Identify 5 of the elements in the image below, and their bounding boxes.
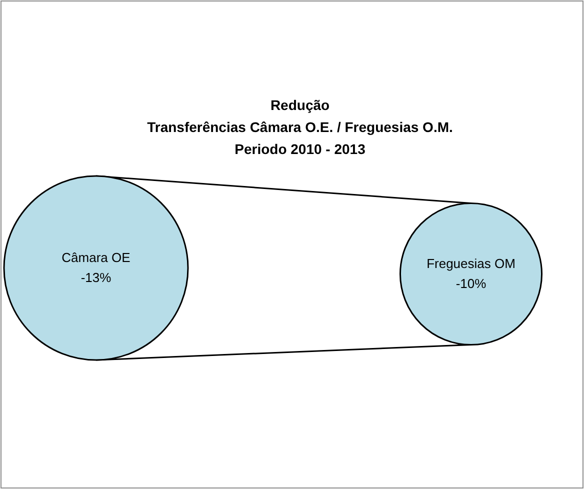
data-label: -13%	[80, 270, 112, 285]
text: Redução Transferências Câmara O.E. / Freguesias O.M. Periodo 2010 - 2013	[147, 97, 453, 157]
category-label: Freguesias OM	[426, 256, 516, 271]
data-label: -10%	[456, 276, 487, 291]
category-label: Câmara OE	[62, 250, 131, 265]
